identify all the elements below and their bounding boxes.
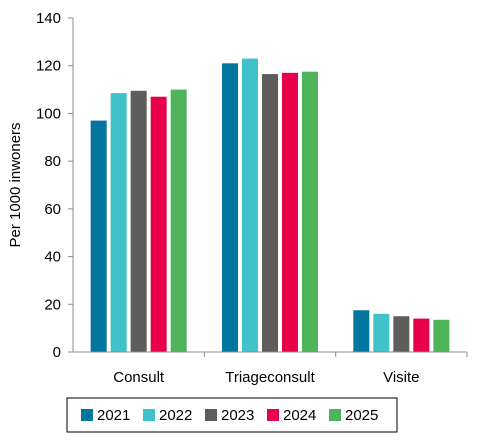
- y-axis: 0 20 40 60 80 100 120 140: [36, 10, 74, 361]
- bar-2025-triageconsult: [302, 71, 318, 352]
- y-tick-label: 0: [53, 344, 61, 361]
- y-axis-label: Per 1000 inwoners: [7, 122, 24, 247]
- legend: 2021 2022 2023 2024 2025: [66, 397, 398, 433]
- legend-swatch: [205, 409, 217, 421]
- bar-2024-visite: [413, 318, 430, 352]
- legend-label: 2025: [345, 407, 378, 424]
- bar-2021-visite: [353, 310, 370, 352]
- bar-2023-consult: [130, 90, 147, 352]
- y-tick-label: 120: [36, 58, 61, 75]
- x-category-label: Consult: [113, 369, 165, 386]
- x-axis: Consult Triageconsult Visite: [73, 351, 468, 386]
- legend-swatch: [143, 409, 155, 421]
- y-tick-label: 100: [36, 105, 61, 122]
- legend-swatch: [81, 409, 93, 421]
- bar-2023-triageconsult: [262, 74, 278, 353]
- y-tick-label: 140: [36, 10, 61, 27]
- bar-2025-consult: [170, 89, 187, 353]
- bar-2024-consult: [150, 96, 167, 352]
- x-category-label: Visite: [383, 369, 419, 386]
- legend-label: 2022: [159, 407, 192, 424]
- bar-2023-visite: [393, 316, 410, 352]
- bar-2021-triageconsult: [222, 63, 238, 352]
- legend-label: 2021: [97, 407, 130, 424]
- legend-box: [66, 397, 398, 433]
- y-tick-label: 80: [44, 153, 61, 170]
- legend-swatch: [329, 409, 341, 421]
- bar-2021-consult: [90, 120, 107, 352]
- legend-label: 2023: [221, 407, 254, 424]
- bar-2022-triageconsult: [242, 58, 258, 353]
- bars: [90, 58, 450, 353]
- y-tick-label: 20: [44, 296, 61, 313]
- bar-2024-triageconsult: [282, 72, 298, 352]
- legend-swatch: [267, 409, 279, 421]
- bar-2022-consult: [110, 93, 127, 353]
- x-category-label: Triageconsult: [225, 369, 315, 386]
- bar-2022-visite: [373, 313, 390, 352]
- y-tick-label: 60: [44, 201, 61, 218]
- y-tick-label: 40: [44, 249, 61, 266]
- legend-label: 2024: [283, 407, 316, 424]
- bar-2025-visite: [433, 319, 450, 352]
